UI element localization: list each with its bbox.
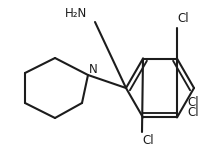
Text: Cl: Cl <box>142 134 154 146</box>
Text: H₂N: H₂N <box>65 7 87 20</box>
Text: N: N <box>89 63 98 76</box>
Text: Cl: Cl <box>187 106 199 119</box>
Text: Cl: Cl <box>187 96 199 110</box>
Text: Cl: Cl <box>177 12 189 24</box>
